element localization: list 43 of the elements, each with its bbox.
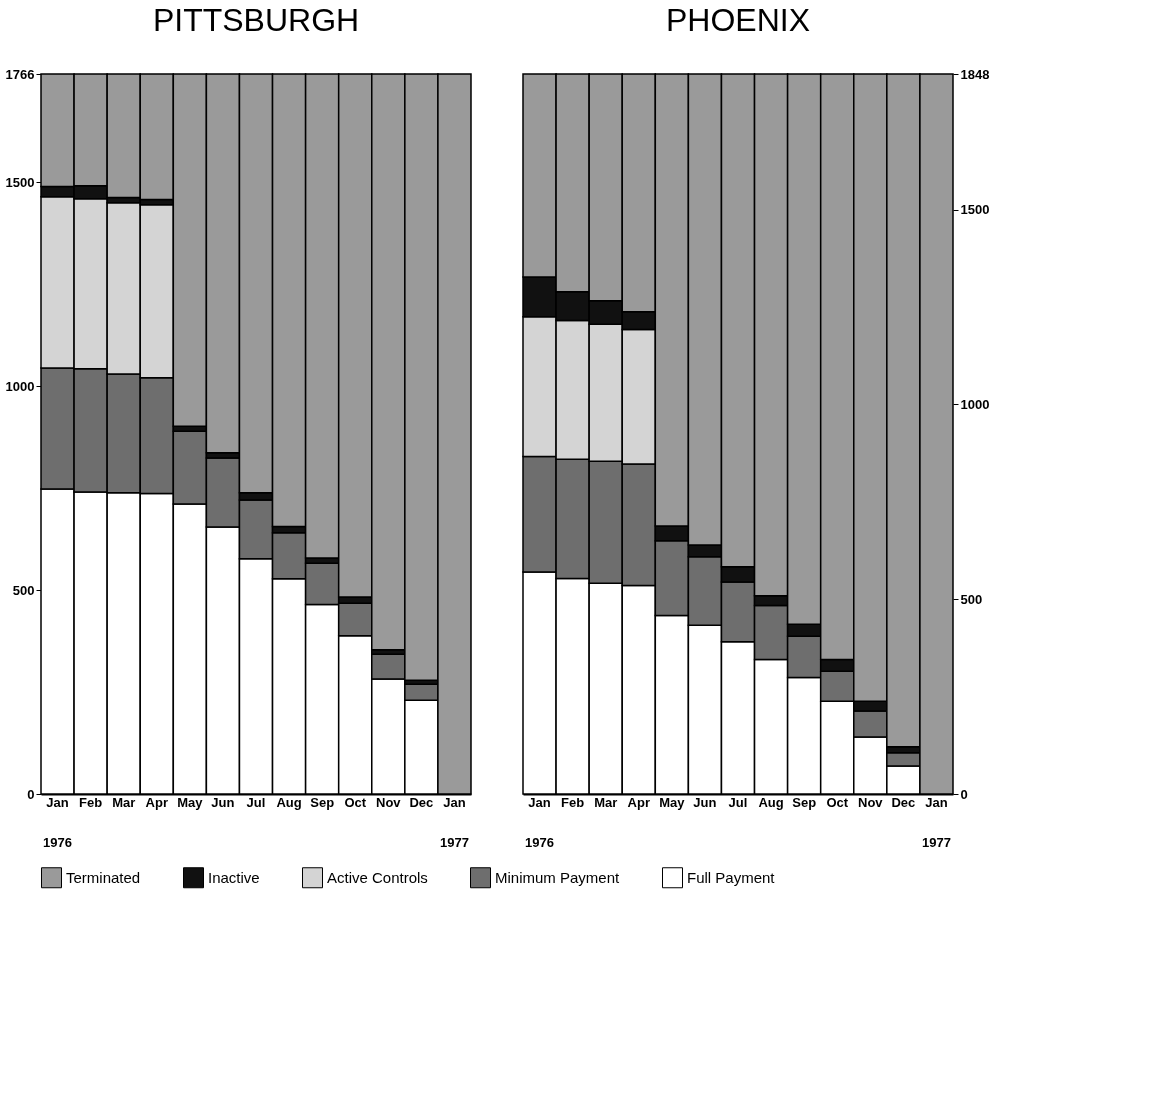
category-label: Jan 1977: [440, 794, 469, 850]
x-tick-label: Sep: [792, 794, 817, 810]
x-tick-label: Aug: [276, 794, 302, 810]
legend-label: Inactive: [208, 868, 260, 886]
category-label: Jan 1976: [43, 794, 72, 850]
y-tick-label: 1500: [960, 202, 990, 218]
x-tick-label: Apr: [627, 794, 650, 810]
x-tick-label: Feb: [79, 794, 103, 810]
x-tick-label: Aug: [758, 794, 784, 810]
x-tick-label: Nov: [376, 794, 402, 810]
x-tick-label: Oct: [826, 794, 849, 810]
x-tick-label: Jun: [211, 794, 235, 810]
category-label: Jan 1976: [525, 794, 554, 850]
x-tick-label: Feb: [561, 794, 585, 810]
y-tick-label: 0: [960, 786, 968, 802]
x-tick-label: Mar: [594, 794, 618, 810]
y-tick-label: 500: [960, 591, 983, 607]
y-tick-label: 1848: [960, 66, 990, 82]
y-tick-label: 0: [27, 786, 35, 802]
chart-title: PITTSBURGH: [152, 2, 360, 38]
x-tick-label: Jul: [728, 794, 748, 810]
y-tick-label: 1000: [5, 378, 35, 394]
legend-label: Minimum Payment: [495, 868, 621, 886]
y-tick-label: 1766: [5, 66, 35, 82]
x-tick-label: Sep: [310, 794, 335, 810]
x-tick-label: Oct: [344, 794, 367, 810]
legend-label: Active Controls: [327, 868, 428, 886]
y-tick-label: 500: [12, 582, 35, 598]
x-tick-label: Jul: [246, 794, 266, 810]
x-tick-label: Mar: [112, 794, 136, 810]
legend-label: Terminated: [66, 868, 141, 886]
x-tick-label: May: [177, 794, 204, 810]
x-tick-label: May: [659, 794, 686, 810]
x-tick-label: Jun: [693, 794, 717, 810]
y-tick-label: 1000: [960, 396, 990, 412]
x-tick-label: Apr: [145, 794, 168, 810]
chart-title: PHOENIX: [665, 2, 811, 38]
category-label: Jan 1977: [922, 794, 951, 850]
x-tick-label: Dec: [409, 794, 434, 810]
x-tick-label: Nov: [858, 794, 884, 810]
x-tick-label: Dec: [891, 794, 916, 810]
legend-label: Full Payment: [687, 868, 776, 886]
y-tick-label: 1500: [5, 174, 35, 190]
